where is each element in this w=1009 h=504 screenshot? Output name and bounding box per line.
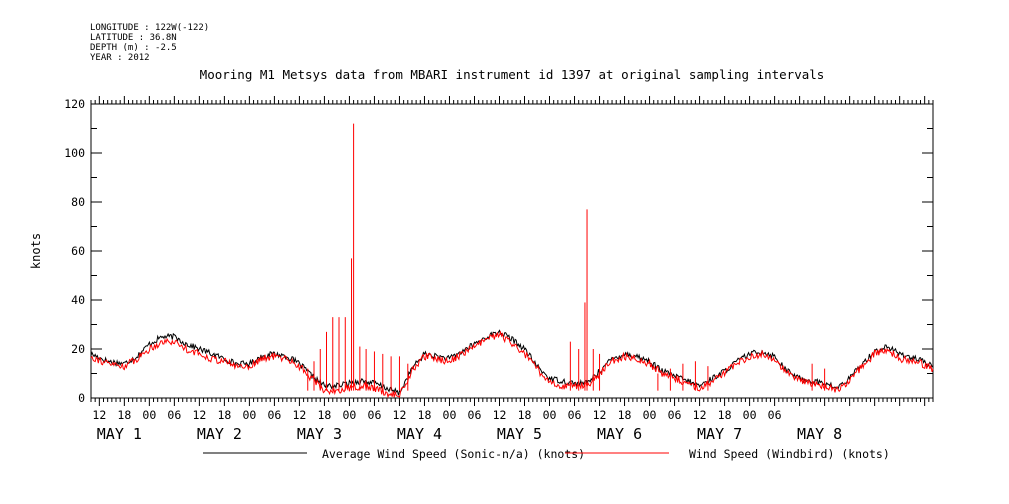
x-hour-label: 00: [343, 408, 357, 422]
x-hour-labels: 12 18 00 06 12 18 00 06 12 18 00 06 12 18 00 06 12 18 00 06…: [92, 408, 781, 422]
x-day-label: MAY 3: [297, 425, 342, 443]
x-hour-label: 12: [493, 408, 507, 422]
x-hour-label: 12: [92, 408, 106, 422]
x-hour-label: 12: [693, 408, 707, 422]
y-tick-label: 20: [71, 342, 85, 356]
x-hour-label: 18: [117, 408, 131, 422]
x-day-label: MAY 4: [397, 425, 442, 443]
x-hour-label: 18: [618, 408, 632, 422]
chart-title: Mooring M1 Metsys data from MBARI instru…: [200, 67, 825, 82]
x-hour-label: 12: [292, 408, 306, 422]
x-hour-label: 12: [593, 408, 607, 422]
x-axis-ticks: [90, 96, 934, 406]
x-hour-label: 06: [568, 408, 582, 422]
x-hour-label: 06: [468, 408, 482, 422]
x-hour-label: 06: [668, 408, 682, 422]
x-hour-label: 18: [317, 408, 331, 422]
x-hour-label: 00: [643, 408, 657, 422]
x-day-labels: MAY 1 MAY 2 MAY 3 MAY 4 MAY 5 MAY 6 MAY 7 MAY 8: [97, 425, 842, 443]
legend-label-windbird: Wind Speed (Windbird) (knots): [689, 447, 890, 461]
y-tick-label: 0: [78, 391, 85, 405]
y-axis-ticks: 0 20 40 60 80 100 120: [64, 97, 933, 405]
series-layer: [90, 123, 934, 399]
series-line-1: [90, 330, 934, 399]
x-day-label: MAY 1: [97, 425, 142, 443]
x-hour-label: 06: [267, 408, 281, 422]
x-day-label: MAY 7: [697, 425, 742, 443]
x-hour-label: 00: [743, 408, 757, 422]
y-axis-label: knots: [29, 233, 43, 269]
longitude-label: LONGITUDE : 122W(-122): [90, 23, 209, 33]
x-day-label: MAY 2: [197, 425, 242, 443]
x-hour-label: 06: [768, 408, 782, 422]
legend-label-average: Average Wind Speed (Sonic-n/a) (knots): [322, 447, 585, 461]
year-label: YEAR : 2012: [90, 53, 150, 63]
x-hour-label: 12: [192, 408, 206, 422]
x-hour-label: 18: [518, 408, 532, 422]
y-tick-label: 60: [71, 244, 85, 258]
x-hour-label: 00: [242, 408, 256, 422]
x-hour-label: 06: [167, 408, 181, 422]
y-tick-label: 100: [64, 146, 85, 160]
x-hour-label: 00: [543, 408, 557, 422]
x-hour-label: 18: [418, 408, 432, 422]
legend: Average Wind Speed (Sonic-n/a) (knots) W…: [203, 447, 890, 461]
x-hour-label: 18: [217, 408, 231, 422]
x-hour-label: 00: [142, 408, 156, 422]
y-tick-label: 120: [64, 97, 85, 111]
x-hour-label: 18: [718, 408, 732, 422]
depth-label: DEPTH (m) : -2.5: [90, 43, 177, 53]
x-day-label: MAY 6: [597, 425, 642, 443]
x-hour-label: 00: [443, 408, 457, 422]
y-tick-label: 40: [71, 293, 85, 307]
x-hour-label: 06: [368, 408, 382, 422]
x-day-label: MAY 8: [797, 425, 842, 443]
x-hour-label: 12: [393, 408, 407, 422]
x-day-label: MAY 5: [497, 425, 542, 443]
latitude-label: LATITUDE : 36.8N: [90, 33, 177, 43]
y-tick-label: 80: [71, 195, 85, 209]
